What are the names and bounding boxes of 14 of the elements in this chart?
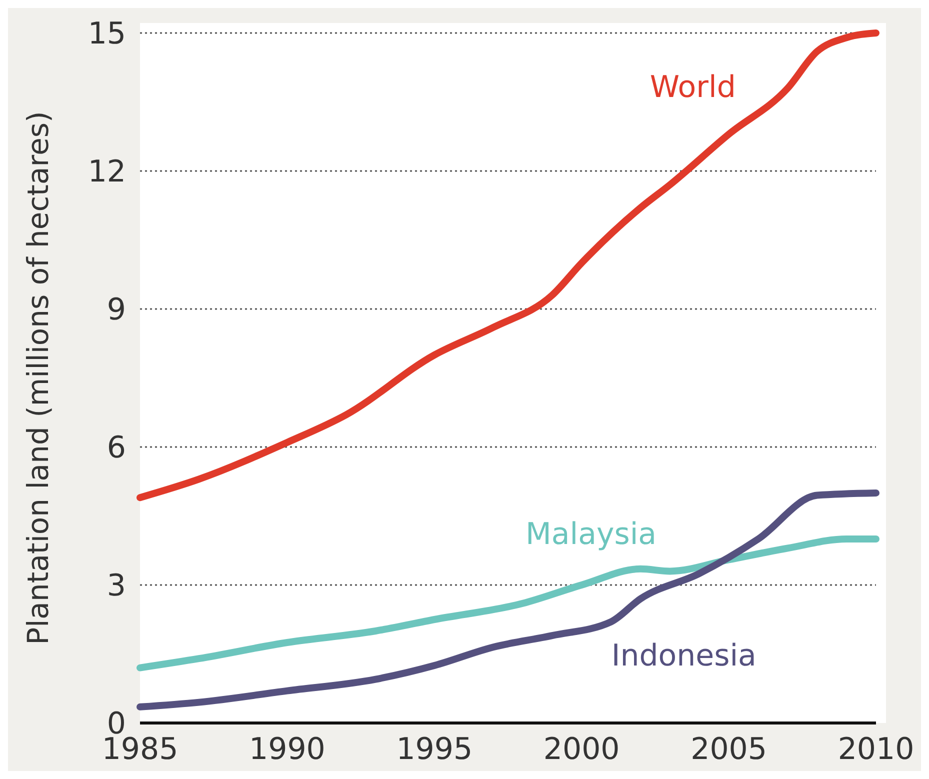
y-tick-label: 15 bbox=[88, 16, 126, 52]
x-tick-label: 2010 bbox=[838, 732, 914, 767]
x-tick-label: 1990 bbox=[249, 732, 326, 767]
x-tick-label: 1995 bbox=[396, 732, 473, 767]
series-label: Indonesia bbox=[611, 638, 756, 674]
y-axis-title: Plantation land (millions of hectares) bbox=[21, 111, 55, 645]
series-label: World bbox=[650, 70, 736, 105]
series-label: Malaysia bbox=[525, 516, 657, 552]
y-tick-label: 12 bbox=[88, 154, 126, 190]
y-tick-label: 3 bbox=[106, 568, 126, 604]
y-tick-label: 9 bbox=[106, 292, 126, 328]
x-tick-label: 2000 bbox=[543, 732, 620, 767]
y-tick-label: 6 bbox=[106, 430, 126, 466]
x-tick-label: 2005 bbox=[690, 732, 767, 767]
